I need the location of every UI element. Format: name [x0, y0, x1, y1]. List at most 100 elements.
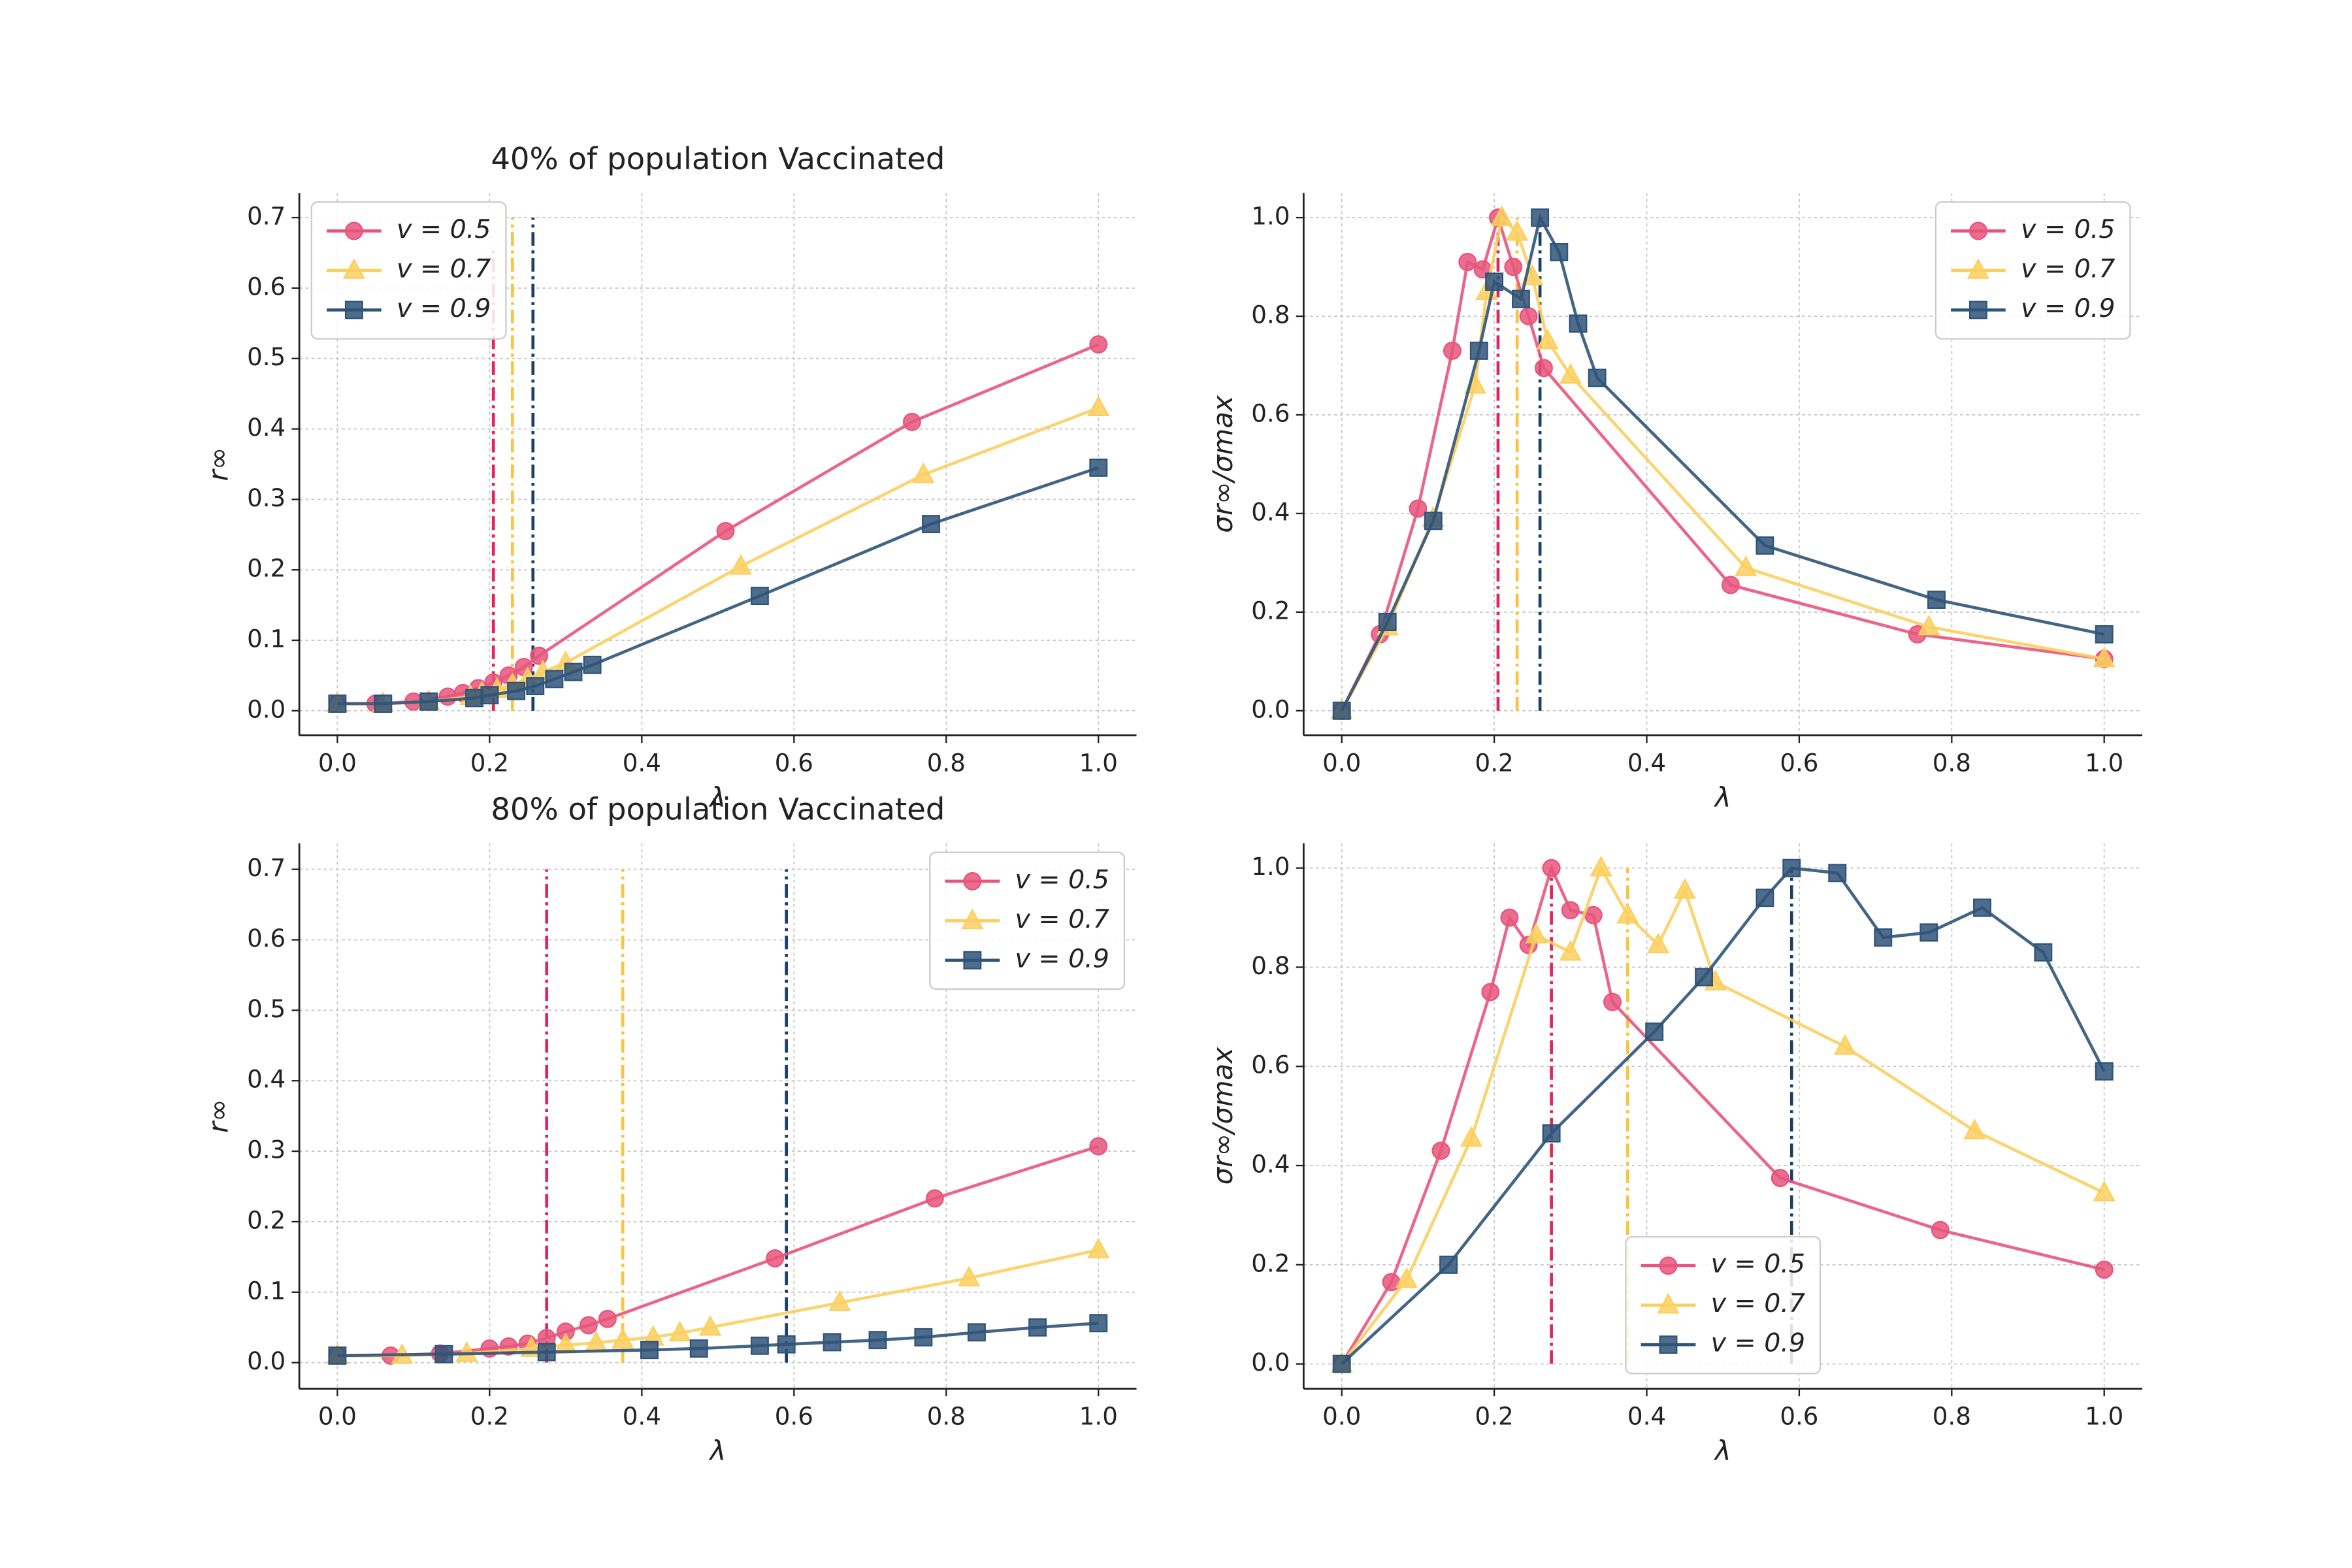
marker: [1519, 307, 1538, 325]
x-tick-label: 1.0: [1079, 748, 1118, 777]
marker: [1087, 1237, 1110, 1258]
y-tick-label: 0.7: [247, 853, 286, 882]
marker: [1443, 341, 1462, 360]
marker: [1657, 1292, 1680, 1314]
marker: [344, 221, 363, 240]
marker: [583, 655, 602, 674]
marker: [823, 1333, 841, 1352]
y-tick-label: 0.2: [1251, 596, 1290, 625]
x-axis-label: λ: [708, 1435, 726, 1467]
legend-label: v = 0.5: [397, 214, 491, 244]
marker: [1559, 363, 1582, 384]
marker: [1590, 855, 1612, 877]
x-tick-label: 0.6: [1780, 1401, 1818, 1430]
marker: [925, 1189, 944, 1208]
marker: [1332, 1354, 1351, 1373]
x-tick-label: 0.2: [1475, 748, 1514, 777]
marker: [465, 689, 484, 708]
marker: [1089, 458, 1108, 477]
marker: [1588, 368, 1607, 387]
chart-panel: 0.0 0.2 0.4 0.6 0.8 1.0 0.0 0.1 0.2 0.3 0.4 0.5 0.6 0…: [203, 791, 1137, 1467]
y-tick-label: 0.4: [1251, 1150, 1290, 1179]
marker: [1756, 889, 1774, 907]
marker: [1645, 1022, 1664, 1041]
y-tick-label: 0.4: [247, 1065, 286, 1094]
x-tick-label: 0.8: [1933, 1401, 1971, 1430]
x-axis-label: λ: [708, 781, 726, 813]
y-tick-label: 0.4: [1251, 497, 1290, 526]
y-axis-label: r∞: [203, 1099, 235, 1133]
x-axis-label: λ: [1714, 1435, 1731, 1467]
marker: [1833, 1034, 1856, 1055]
y-tick-label: 0.8: [1251, 951, 1290, 980]
marker: [507, 681, 526, 700]
legend: v = 0.5 v = 0.7 v = 0.9: [1935, 201, 2131, 340]
marker: [1756, 536, 1774, 555]
marker: [1028, 1318, 1047, 1337]
marker: [1561, 901, 1580, 920]
y-tick-label: 0.0: [247, 694, 286, 723]
marker: [1431, 1141, 1450, 1160]
marker: [1525, 923, 1548, 943]
x-tick-label: 0.8: [1933, 748, 1971, 777]
x-tick-label: 0.4: [1627, 748, 1666, 777]
legend-label: v = 0.5: [1015, 864, 1109, 894]
y-tick-label: 0.6: [247, 272, 286, 301]
legend-label: v = 0.7: [1711, 1288, 1805, 1318]
x-tick-label: 1.0: [2085, 1401, 2123, 1430]
y-tick-label: 1.0: [1251, 202, 1290, 231]
marker: [1460, 1126, 1483, 1147]
marker: [1968, 301, 1987, 319]
chart-panel: 0.0 0.2 0.4 0.6 0.8 1.0 0.0 0.1 0.2 0.3 0.4 0.5 0.6 0…: [203, 141, 1137, 813]
legend-label: v = 0.5: [1711, 1249, 1805, 1279]
marker: [967, 1323, 986, 1342]
y-tick-label: 0.0: [247, 1347, 286, 1375]
marker: [1828, 864, 1847, 883]
marker: [1659, 1335, 1678, 1354]
x-tick-label: 0.2: [470, 748, 509, 777]
series-line: [337, 466, 1100, 706]
marker: [1511, 289, 1530, 308]
y-tick-label: 0.3: [247, 1135, 286, 1164]
legend-label: v = 0.7: [397, 253, 491, 284]
x-tick-label: 0.6: [1780, 748, 1818, 777]
marker: [1673, 878, 1696, 899]
marker: [328, 694, 347, 713]
marker: [598, 1309, 617, 1328]
marker: [1469, 341, 1488, 360]
y-tick-label: 0.7: [247, 202, 286, 231]
legend-label: v = 0.9: [1711, 1328, 1805, 1358]
y-axis-label: r∞: [203, 447, 235, 481]
marker: [344, 301, 363, 319]
marker: [699, 1315, 722, 1336]
marker: [750, 1336, 769, 1355]
y-tick-label: 0.1: [247, 625, 286, 653]
marker: [1659, 1256, 1678, 1275]
y-tick-label: 0.6: [247, 924, 286, 953]
marker: [564, 662, 583, 681]
x-tick-label: 0.8: [927, 1401, 966, 1430]
marker: [419, 692, 438, 711]
marker: [342, 258, 365, 279]
marker: [1500, 908, 1519, 927]
legend-label: v = 0.7: [2021, 253, 2115, 284]
marker: [1409, 499, 1428, 518]
marker: [1569, 314, 1588, 333]
legend: v = 0.5 v = 0.7 v = 0.9: [310, 201, 507, 340]
series-line: [337, 406, 1100, 706]
x-axis-label: λ: [1714, 781, 1731, 813]
x-tick-label: 1.0: [2085, 748, 2123, 777]
marker: [1603, 992, 1622, 1011]
y-tick-label: 0.6: [1251, 399, 1290, 427]
marker: [1424, 512, 1443, 531]
marker: [526, 677, 545, 696]
marker: [2095, 1260, 2114, 1279]
marker: [750, 587, 769, 606]
marker: [1927, 591, 1946, 609]
chart-panel: 0.0 0.2 0.4 0.6 0.8 1.0 0.0 0.2 0.4 0.6 0.8 1.0 λ σr∞…: [1207, 843, 2143, 1467]
marker: [1089, 335, 1108, 354]
legend: v = 0.5 v = 0.7 v = 0.9: [929, 851, 1126, 990]
marker: [958, 1266, 981, 1287]
x-tick-label: 0.0: [318, 1401, 357, 1430]
marker: [1542, 1124, 1561, 1143]
